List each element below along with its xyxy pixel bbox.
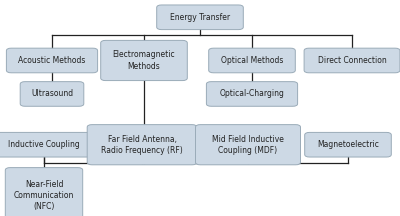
FancyBboxPatch shape [87, 125, 197, 165]
Text: Direct Connection: Direct Connection [318, 56, 386, 65]
FancyBboxPatch shape [5, 168, 83, 216]
Text: Optical Methods: Optical Methods [221, 56, 283, 65]
Text: Near-Field
Communication
(NFC): Near-Field Communication (NFC) [14, 180, 74, 211]
Text: Inductive Coupling: Inductive Coupling [8, 140, 80, 149]
FancyBboxPatch shape [101, 40, 187, 81]
FancyBboxPatch shape [206, 82, 298, 106]
Text: Mid Field Inductive
Coupling (MDF): Mid Field Inductive Coupling (MDF) [212, 135, 284, 155]
FancyBboxPatch shape [0, 132, 94, 157]
Text: Energy Transfer: Energy Transfer [170, 13, 230, 22]
Text: Magnetoelectric: Magnetoelectric [317, 140, 379, 149]
FancyBboxPatch shape [304, 48, 400, 73]
Text: Ultrasound: Ultrasound [31, 89, 73, 98]
FancyBboxPatch shape [209, 48, 295, 73]
FancyBboxPatch shape [157, 5, 243, 30]
FancyBboxPatch shape [20, 82, 84, 106]
FancyBboxPatch shape [196, 125, 300, 165]
Text: Optical-Charging: Optical-Charging [220, 89, 284, 98]
Text: Electromagnetic
Methods: Electromagnetic Methods [113, 50, 175, 71]
FancyBboxPatch shape [6, 48, 98, 73]
Text: Acoustic Methods: Acoustic Methods [18, 56, 86, 65]
FancyBboxPatch shape [305, 132, 391, 157]
Text: Far Field Antenna,
Radio Frequency (RF): Far Field Antenna, Radio Frequency (RF) [101, 135, 183, 155]
